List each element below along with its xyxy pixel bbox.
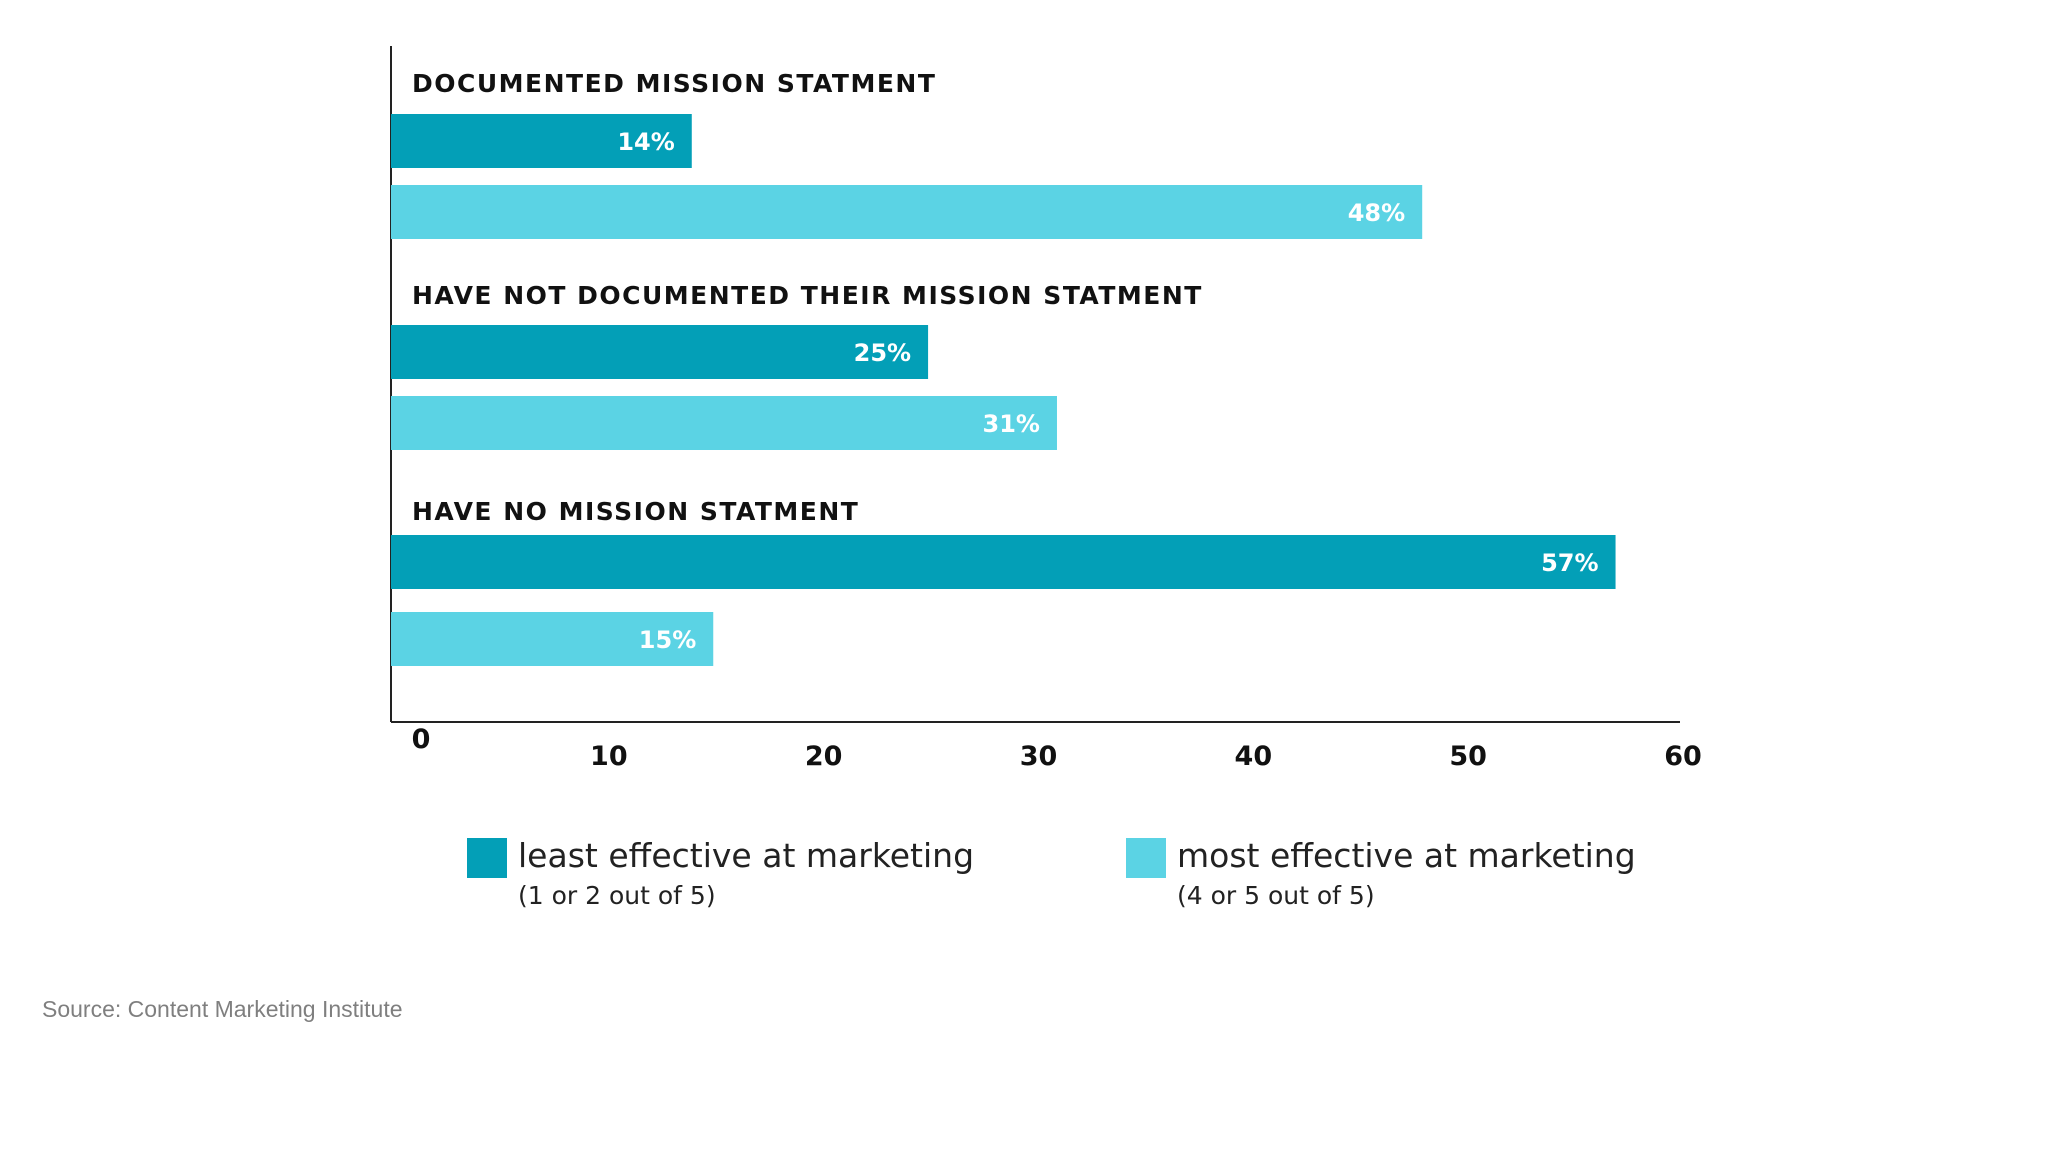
x-tick-label: 50 [1449,741,1487,772]
category-label: HAVE NO MISSION STATMENT [412,497,859,526]
bar [391,612,714,666]
category-label: DOCUMENTED MISSION STATMENT [412,69,936,98]
data-label: 14% [617,128,674,156]
bar [391,396,1057,450]
legend-swatch-least-effective [467,838,507,878]
x-tick-label: 20 [805,741,843,772]
x-tick-label: 40 [1235,741,1273,772]
x-tick-label: 10 [590,741,628,772]
x-tick-label: 0 [412,724,431,755]
legend-sublabel-most-effective: (4 or 5 out of 5) [1177,881,1375,910]
data-label: 25% [854,339,911,367]
legend-sublabel-least-effective: (1 or 2 out of 5) [518,881,716,910]
legend-label-most-effective: most effective at marketing [1177,836,1636,875]
legend-item-least-effective: least effective at marketing (1 or 2 out… [467,834,974,912]
bar [391,535,1616,589]
bar [391,114,692,168]
x-tick-label: 60 [1664,741,1702,772]
legend-item-most-effective: most effective at marketing (4 or 5 out … [1126,834,1636,912]
source-note: Source: Content Marketing Institute [42,996,403,1022]
data-label: 48% [1348,199,1405,227]
bar [391,185,1423,239]
legend-swatch-most-effective [1126,838,1166,878]
bar-chart: DOCUMENTED MISSION STATMENT 14% 48% HAVE NO… [390,46,1702,772]
data-label: 15% [639,626,696,654]
bar [391,325,929,379]
category-label: HAVE NOT DOCUMENTED THEIR MISSION STATME… [412,281,1203,310]
data-label: 31% [983,410,1040,438]
x-tick-label: 30 [1020,741,1058,772]
data-label: 57% [1541,549,1598,577]
legend-label-least-effective: least effective at marketing [518,836,975,875]
